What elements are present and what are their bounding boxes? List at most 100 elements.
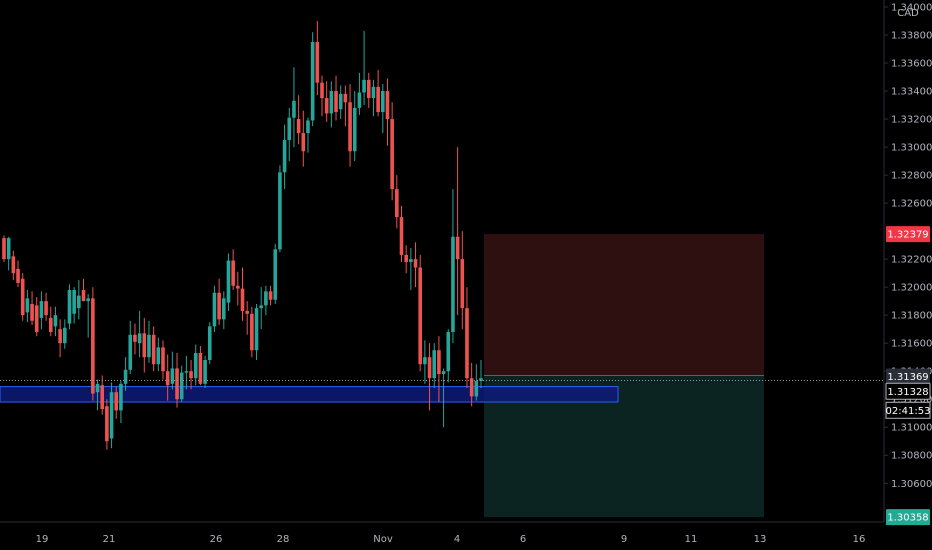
candle-body bbox=[441, 371, 446, 375]
countdown-tag-text: 02:41:53 bbox=[886, 406, 931, 417]
risk-zone[interactable] bbox=[484, 234, 764, 376]
candle-body bbox=[357, 92, 362, 108]
candle-body bbox=[62, 327, 67, 344]
candle bbox=[245, 301, 249, 335]
candle-body bbox=[310, 42, 315, 121]
candle bbox=[352, 91, 357, 162]
candle bbox=[91, 287, 95, 401]
candle bbox=[198, 345, 203, 386]
candle bbox=[147, 320, 151, 363]
candle bbox=[404, 245, 408, 274]
candle bbox=[451, 189, 455, 344]
candle-body bbox=[34, 305, 39, 332]
candle bbox=[371, 79, 376, 117]
candle bbox=[128, 320, 133, 375]
support-zone-rect[interactable] bbox=[0, 386, 619, 403]
candle bbox=[142, 317, 147, 373]
candle bbox=[100, 375, 105, 415]
candle bbox=[423, 340, 427, 384]
y-tick-label: 1.33400 bbox=[891, 87, 932, 98]
candle bbox=[39, 291, 44, 330]
y-tick-label: 1.32000 bbox=[891, 283, 932, 294]
candle-body bbox=[324, 98, 329, 114]
candle bbox=[184, 355, 189, 390]
candle bbox=[105, 399, 109, 450]
candle-body bbox=[371, 86, 376, 99]
candle-body bbox=[203, 359, 207, 384]
target-price-tag: 1.30358 bbox=[886, 509, 930, 526]
time-axis-panel[interactable] bbox=[0, 523, 884, 550]
y-tick-label: 1.32800 bbox=[891, 171, 932, 182]
candle-body bbox=[151, 334, 156, 365]
candle-body bbox=[296, 119, 301, 134]
candle-body bbox=[385, 91, 390, 120]
candle bbox=[151, 326, 156, 372]
candle-body bbox=[329, 91, 334, 114]
candle bbox=[86, 294, 90, 338]
candle-body bbox=[366, 79, 371, 99]
candle bbox=[320, 75, 324, 117]
candle-body bbox=[20, 278, 25, 316]
candle-body bbox=[240, 288, 245, 311]
candle bbox=[207, 322, 212, 365]
candle-body bbox=[437, 350, 441, 375]
candle-body bbox=[77, 295, 81, 309]
candle-body bbox=[44, 301, 48, 316]
support-zone[interactable] bbox=[0, 386, 619, 403]
y-tick-label: 1.30800 bbox=[891, 451, 932, 462]
candle-body bbox=[147, 334, 151, 358]
candle bbox=[409, 247, 413, 290]
candle bbox=[254, 303, 259, 360]
x-tick-label: 13 bbox=[754, 534, 767, 545]
candle bbox=[310, 32, 315, 127]
candle bbox=[156, 337, 161, 372]
candle-body bbox=[212, 292, 217, 327]
candle bbox=[380, 84, 385, 134]
candle-body bbox=[142, 333, 147, 358]
y-tick-label: 1.33000 bbox=[891, 143, 932, 154]
candle-body bbox=[123, 369, 128, 384]
short-position-tool[interactable] bbox=[484, 234, 764, 518]
candle bbox=[48, 306, 53, 337]
entry-price-tag-text: 1.31369 bbox=[887, 372, 928, 383]
candle bbox=[95, 379, 100, 411]
last-price-tag-text: 1.31328 bbox=[887, 387, 928, 398]
price-tags: 1.32379 1.31369 1.31328 1.30358 02:41:53 bbox=[885, 226, 931, 526]
candle-body bbox=[474, 381, 479, 397]
y-tick-label: 1.30600 bbox=[891, 479, 932, 490]
y-tick-label: 1.34000 bbox=[891, 3, 932, 14]
candle bbox=[376, 70, 380, 117]
candle bbox=[390, 102, 394, 201]
candle bbox=[301, 110, 306, 167]
candle bbox=[362, 30, 366, 106]
x-tick-label: 6 bbox=[520, 534, 526, 545]
price-axis-panel[interactable] bbox=[884, 0, 932, 550]
candle-body bbox=[156, 347, 161, 365]
candle bbox=[343, 85, 348, 127]
candle-body bbox=[287, 117, 292, 141]
candle-body bbox=[352, 107, 357, 152]
candle-body bbox=[105, 406, 109, 442]
candle-body bbox=[245, 310, 249, 314]
candle-body bbox=[343, 93, 348, 103]
candle bbox=[221, 291, 226, 330]
candle-body bbox=[264, 291, 268, 306]
candle bbox=[170, 351, 175, 390]
candle-body bbox=[404, 254, 408, 262]
candle bbox=[268, 285, 273, 306]
x-tick-label: Nov bbox=[373, 534, 393, 545]
x-tick-label: 11 bbox=[685, 534, 698, 545]
candle bbox=[432, 343, 437, 389]
candle-body bbox=[254, 308, 259, 351]
currency-label: CAD bbox=[897, 8, 919, 19]
candle-body bbox=[114, 392, 119, 411]
candle bbox=[109, 382, 114, 449]
candle bbox=[161, 340, 165, 380]
candle bbox=[20, 273, 25, 321]
candle-body bbox=[236, 285, 240, 289]
candle bbox=[62, 319, 67, 349]
x-tick-label: 21 bbox=[103, 534, 116, 545]
candle bbox=[114, 386, 119, 419]
candle bbox=[348, 84, 352, 167]
